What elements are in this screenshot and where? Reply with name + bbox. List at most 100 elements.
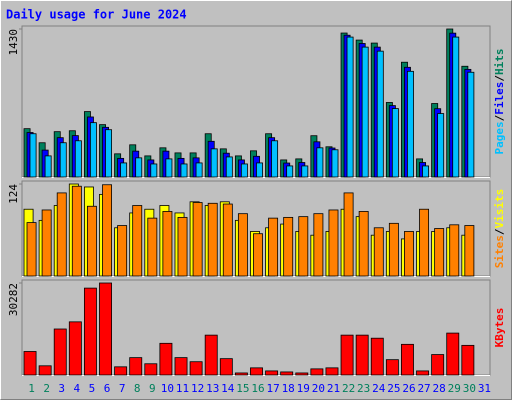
bar (53, 328, 67, 376)
bar (150, 163, 158, 178)
bar (165, 158, 173, 178)
bar (105, 129, 112, 178)
bar (114, 366, 128, 376)
bar (358, 211, 369, 277)
bar (89, 122, 97, 178)
bar (370, 337, 384, 376)
x-tick-label: 17 (266, 382, 279, 395)
x-tick-label: 20 (312, 382, 325, 395)
bar (207, 202, 218, 277)
legend-separator: / (493, 114, 506, 121)
bar (268, 217, 279, 277)
bar (120, 162, 128, 178)
x-tick-label: 11 (176, 382, 189, 395)
bar (391, 108, 399, 178)
legend-label: Hits (493, 49, 506, 76)
x-tick-label: 3 (58, 382, 65, 395)
bar (256, 162, 263, 178)
bar (295, 372, 309, 376)
bar (204, 334, 218, 376)
x-tick-label: 4 (74, 382, 81, 395)
x-tick-label: 15 (236, 382, 249, 395)
x-tick-label: 7 (119, 382, 126, 395)
x-tick-label: 10 (161, 382, 174, 395)
bar (234, 372, 248, 376)
bar (325, 367, 339, 376)
bar (265, 370, 279, 376)
x-tick-label: 23 (357, 382, 370, 395)
bar (222, 203, 233, 277)
x-tick-label: 30 (463, 382, 476, 395)
bar (29, 133, 37, 178)
bar (59, 142, 67, 178)
y-tick-label: 1430 (7, 29, 20, 56)
bar (159, 342, 173, 376)
x-tick-label: 24 (372, 382, 386, 395)
x-tick-label: 5 (89, 382, 96, 395)
legend-label: Files (493, 82, 506, 115)
bar (434, 228, 445, 277)
bar (283, 216, 294, 277)
bar (174, 357, 188, 376)
bar (422, 165, 430, 178)
x-tick-label: 21 (327, 382, 340, 395)
bar (102, 184, 112, 277)
legend-separator: / (493, 75, 506, 82)
bar (385, 359, 399, 376)
bar (431, 354, 445, 376)
bar (38, 365, 52, 376)
bar (56, 192, 67, 277)
bar (83, 287, 97, 376)
bar (461, 344, 475, 376)
bar (310, 368, 324, 376)
bar (44, 155, 52, 178)
bar (355, 334, 369, 376)
x-tick-label: 13 (206, 382, 219, 395)
bar (340, 334, 354, 376)
bar (68, 321, 82, 376)
chart-title: Daily usage for June 2024 (6, 8, 187, 22)
x-tick-label: 29 (448, 382, 461, 395)
x-tick-label: 6 (104, 382, 111, 395)
bar (298, 216, 309, 277)
x-tick-label: 22 (342, 382, 355, 395)
bar (467, 71, 475, 178)
bar (99, 282, 112, 376)
legend: Sites/Visits (493, 189, 506, 269)
bar (301, 165, 309, 178)
legend-label: Visits (493, 189, 506, 229)
x-tick-label: 18 (282, 382, 295, 395)
bar (237, 213, 248, 277)
legend-separator: / (493, 228, 506, 235)
bar (177, 216, 188, 277)
bar (180, 163, 188, 178)
bar (41, 209, 52, 277)
x-tick-label: 16 (251, 382, 264, 395)
x-tick-label: 9 (149, 382, 156, 395)
bar (71, 185, 82, 277)
bar (343, 192, 354, 277)
bar (129, 357, 143, 376)
bar (26, 222, 37, 277)
x-tick-label: 1 (28, 382, 35, 395)
x-tick-label: 28 (433, 382, 446, 395)
legend: KBytes (493, 308, 506, 348)
bar (74, 140, 82, 178)
bar (135, 157, 143, 178)
bar (361, 46, 369, 178)
bar (346, 36, 354, 178)
bar (189, 361, 203, 376)
bar (240, 163, 248, 178)
bar (449, 224, 460, 277)
bar (117, 225, 128, 277)
x-tick-label: 8 (134, 382, 141, 395)
bar (401, 343, 414, 376)
bar (225, 156, 233, 178)
bar (192, 202, 203, 277)
bar (271, 140, 279, 178)
bar (313, 213, 324, 277)
bar (250, 367, 263, 376)
bar (452, 36, 460, 178)
